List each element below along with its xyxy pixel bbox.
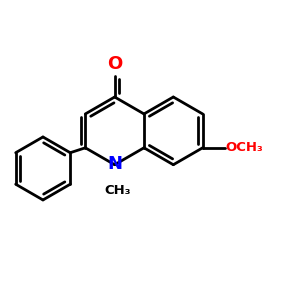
Text: CH₃: CH₃ bbox=[104, 184, 131, 197]
Text: N: N bbox=[107, 155, 122, 173]
Text: OCH₃: OCH₃ bbox=[226, 141, 263, 154]
Text: O: O bbox=[107, 56, 122, 74]
